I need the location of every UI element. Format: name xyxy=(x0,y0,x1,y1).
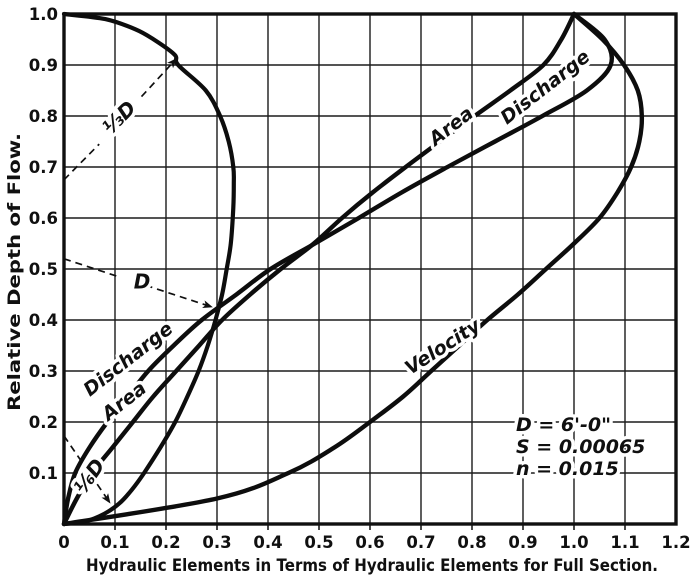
x-tick-label: 0.1 xyxy=(100,533,129,552)
condition-diameter: D = 6'-0" xyxy=(516,414,611,436)
grid-lines xyxy=(64,14,676,524)
x-axis-tick-labels: 0 0.1 0.2 0.3 0.4 0.5 0.6 0.7 0.8 0.9 1.0 1.1 1.2 xyxy=(58,533,690,552)
dimension-leader-one-third-d xyxy=(63,143,100,181)
y-tick-label: 0.9 xyxy=(29,56,58,75)
y-tick-label: 1.0 xyxy=(29,5,58,24)
y-tick-label: 0.3 xyxy=(29,362,58,381)
curves xyxy=(61,11,645,527)
x-tick-label: 0.7 xyxy=(406,533,435,552)
x-tick-label: 1.0 xyxy=(559,533,588,552)
dimension-label-d: D xyxy=(134,270,151,294)
y-tick-label: 0.4 xyxy=(29,311,58,330)
dimension-leader-d xyxy=(63,257,121,279)
dimension-leader-one-third-d xyxy=(140,58,177,98)
velocity-curve xyxy=(61,11,645,527)
x-tick-label: 0 xyxy=(58,533,69,552)
plot-frame xyxy=(62,12,678,526)
x-tick-label: 1.2 xyxy=(661,533,690,552)
egg-section-profile xyxy=(61,11,236,527)
x-axis-title: Hydraulic Elements in Terms of Hydraulic… xyxy=(86,556,658,576)
condition-slope: S = 0.00065 xyxy=(516,436,645,458)
y-tick-label: 0.8 xyxy=(29,107,58,126)
discharge-curve xyxy=(61,11,615,527)
x-tick-label: 0.3 xyxy=(202,533,231,552)
y-axis-tick-labels: 1.0 0.9 0.8 0.7 0.6 0.5 0.4 0.3 0.2 0.1 xyxy=(29,5,58,483)
y-tick-label: 0.2 xyxy=(29,413,58,432)
x-tick-label: 1.1 xyxy=(610,533,639,552)
y-axis-title: Relative Depth of Flow. xyxy=(5,133,25,411)
x-tick-label: 0.2 xyxy=(151,533,180,552)
y-tick-label: 0.7 xyxy=(29,158,58,177)
x-tick-label: 0.8 xyxy=(457,533,486,552)
y-tick-label: 0.5 xyxy=(29,260,58,279)
dimension-leader-one-sixth-d xyxy=(63,435,84,464)
x-tick-label: 0.4 xyxy=(253,533,282,552)
y-tick-label: 0.6 xyxy=(29,209,58,228)
x-tick-label: 0.5 xyxy=(304,533,333,552)
x-tick-label: 0.6 xyxy=(355,533,384,552)
y-tick-label: 0.1 xyxy=(29,464,58,483)
area-curve xyxy=(61,11,577,527)
dimension-leader-one-sixth-d xyxy=(96,483,111,504)
condition-roughness: n = 0.015 xyxy=(516,458,619,480)
x-tick-label: 0.9 xyxy=(508,533,537,552)
